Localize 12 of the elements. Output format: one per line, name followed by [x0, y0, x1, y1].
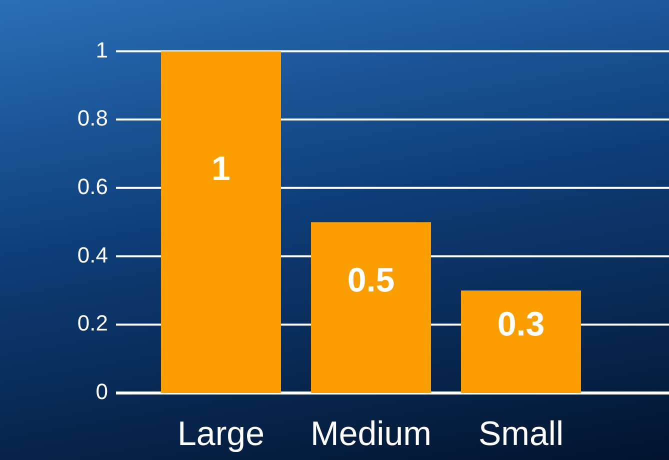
y-tick-label: 1: [96, 37, 108, 62]
data-label: 1: [212, 150, 230, 188]
x-tick-label: Large: [178, 414, 264, 453]
y-tick-label: 0.8: [77, 106, 108, 131]
y-tick-label: 0: [96, 379, 108, 404]
x-tick-label: Small: [478, 414, 564, 453]
y-tick-label: 0.4: [77, 242, 108, 268]
data-label: 0.3: [497, 306, 545, 344]
x-tick-label: Medium: [310, 414, 432, 453]
y-tick-label: 0.2: [77, 310, 108, 336]
y-tick-label: 0.6: [77, 174, 108, 199]
data-label: 0.5: [347, 261, 395, 300]
